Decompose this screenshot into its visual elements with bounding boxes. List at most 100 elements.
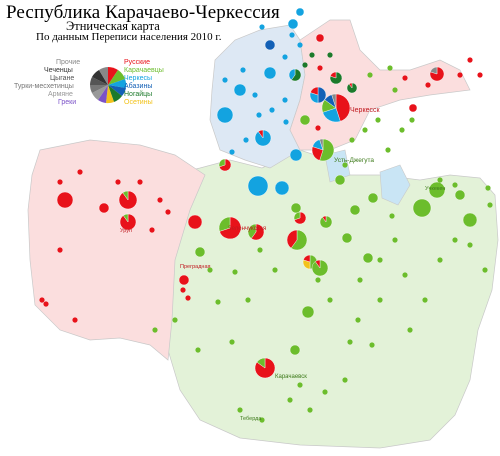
legend-item-left: Турки-месхетинцы (14, 83, 74, 90)
village-dot (77, 169, 83, 175)
village-dots (39, 24, 493, 423)
village-dot (385, 147, 391, 153)
pie-slice (349, 204, 361, 216)
village-dot (457, 72, 463, 78)
village-dot (437, 257, 443, 263)
village-dot (297, 42, 303, 48)
village-dot (485, 185, 491, 191)
village-dot (43, 301, 49, 307)
legend-pie (90, 66, 127, 104)
legend-item-right: Русские (124, 59, 150, 66)
pie-slice (341, 232, 353, 244)
pie-slice (98, 202, 110, 214)
village-dot (245, 297, 251, 303)
pie-slice (303, 254, 311, 263)
village-dot (157, 197, 163, 203)
pie-slice (319, 138, 324, 151)
pie-slice (264, 39, 276, 51)
village-dot (149, 227, 155, 233)
pie-slice (122, 190, 129, 201)
label-zelenchukskaya: Зеленчукская (228, 226, 266, 232)
pie-slice (123, 213, 129, 223)
village-dot (115, 179, 121, 185)
pie-slice (263, 66, 277, 80)
pie-slice (335, 93, 351, 122)
label-cherkessk: Черкесск (350, 107, 380, 114)
pie-slice (56, 191, 74, 209)
village-dot (392, 87, 398, 93)
pie-slice (274, 180, 290, 196)
village-dot (347, 339, 353, 345)
village-dot (377, 257, 383, 263)
label-ust-dzheguta: Усть-Джегута (334, 157, 374, 164)
village-dot (57, 247, 63, 253)
village-dot (172, 317, 178, 323)
village-dot (377, 297, 383, 303)
pie-slice (233, 83, 247, 97)
village-dot (389, 213, 395, 219)
village-dot (402, 272, 408, 278)
village-dot (297, 382, 303, 388)
village-dot (302, 62, 308, 68)
village-dot (282, 97, 288, 103)
village-dot (422, 297, 428, 303)
map-subtitle: Этническая карта (66, 19, 160, 33)
village-dot (467, 57, 473, 63)
village-dot (237, 407, 243, 413)
pie-slice (408, 103, 418, 113)
village-dot (287, 397, 293, 403)
village-dot (467, 242, 473, 248)
label-urup: Уруп (120, 228, 132, 234)
village-dot (222, 77, 228, 83)
village-dot (207, 267, 213, 273)
village-dot (307, 407, 313, 413)
pie-slice (218, 216, 231, 232)
village-dot (57, 179, 63, 185)
pie-slice (462, 212, 478, 228)
village-dot (232, 269, 238, 275)
pie-slice (299, 114, 311, 126)
legend-item-right: Осетины (124, 99, 153, 106)
village-dot (317, 65, 323, 71)
village-dot (357, 277, 363, 283)
pie-slice (293, 211, 301, 221)
pie-slice (218, 158, 226, 168)
pie-slice (330, 71, 337, 79)
village-dot (437, 177, 443, 183)
village-dot (229, 149, 235, 155)
village-dot (482, 267, 488, 273)
village-dot (283, 119, 289, 125)
legend-item-right: Карачаевцы (124, 67, 164, 74)
pie-slice (291, 68, 302, 82)
village-dot (257, 247, 263, 253)
village-dot (367, 72, 373, 78)
legend-item-right: Ногайцы (124, 91, 153, 98)
pie-slice (216, 106, 234, 124)
pie-slice (428, 181, 446, 199)
label-uchkeken: Учкекен (425, 186, 445, 192)
pie-slice (348, 82, 353, 89)
village-dot (39, 297, 45, 303)
village-dot (180, 287, 186, 293)
pie-slice (290, 202, 302, 214)
legend-item-left: Чеченцы (44, 67, 73, 74)
pie-slice (322, 215, 327, 223)
village-dot (399, 127, 405, 133)
village-dot (369, 342, 375, 348)
legend-item-right: Черкесы (124, 75, 153, 82)
pie-slice (295, 7, 305, 17)
village-dot (256, 112, 262, 118)
pie-slice (310, 86, 319, 96)
village-dot (487, 202, 493, 208)
legend-item-left: Цыгане (50, 75, 75, 82)
village-dot (409, 117, 415, 123)
pie-slice (290, 229, 308, 251)
pie-slice (219, 216, 242, 240)
pie-slice (187, 214, 203, 230)
pie-slice (315, 259, 321, 269)
village-dot (392, 237, 398, 243)
region-east-patch (379, 164, 411, 206)
village-dot (289, 32, 295, 38)
village-dot (322, 389, 328, 395)
